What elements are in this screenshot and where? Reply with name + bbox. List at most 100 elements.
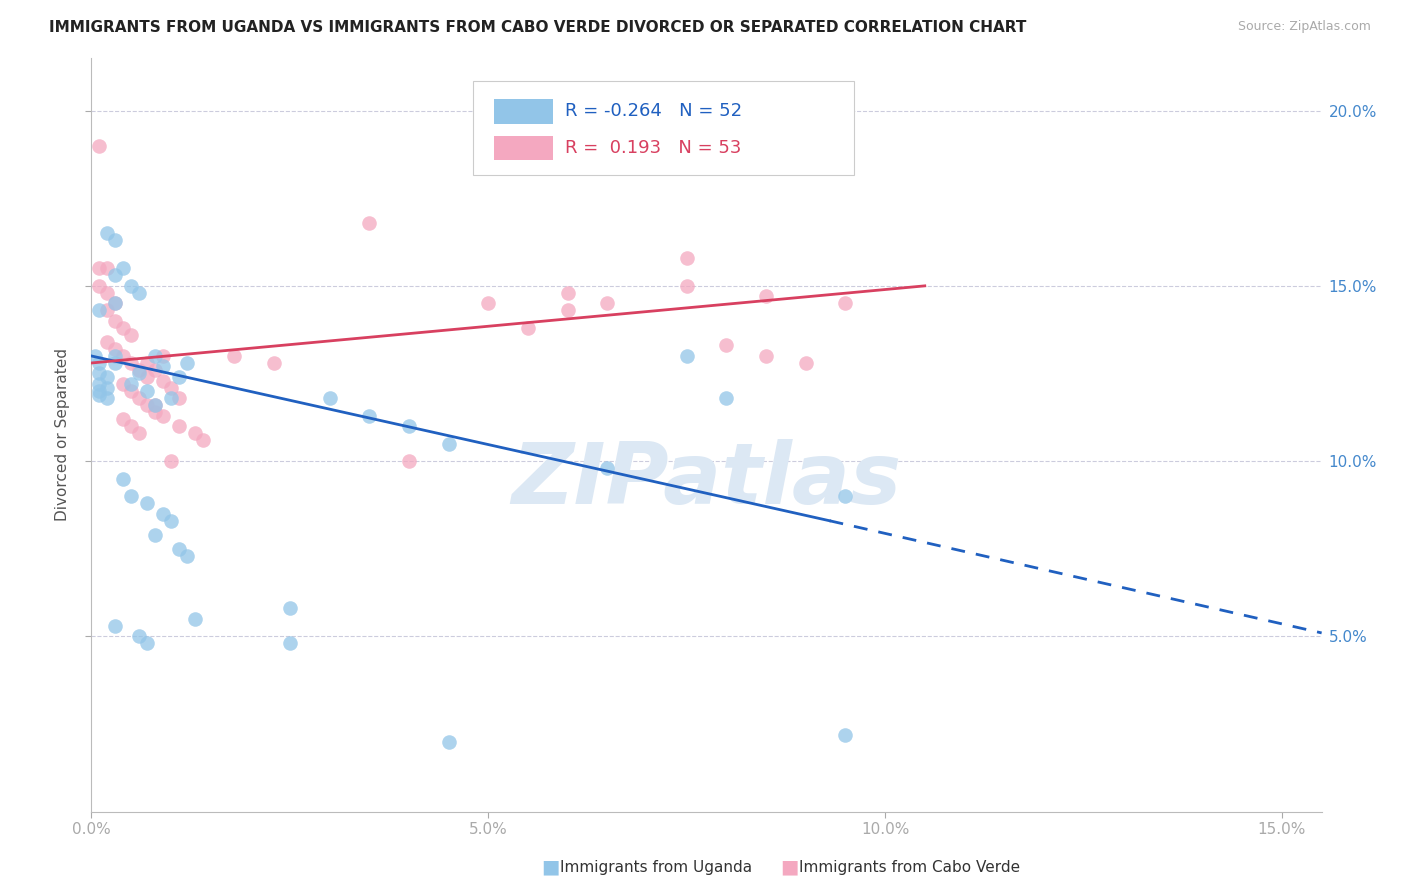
Point (96, 370, 118, 384)
Point (143, 528, 166, 542)
Point (112, 472, 135, 486)
Point (437, 436, 460, 450)
Point (675, 278, 697, 293)
Text: Source: ZipAtlas.com: Source: ZipAtlas.com (1237, 20, 1371, 33)
Point (104, 342, 127, 356)
Text: ZIPatlas: ZIPatlas (512, 439, 901, 522)
Point (143, 349, 166, 363)
Point (104, 619, 127, 633)
Point (359, 216, 381, 230)
Point (398, 419, 420, 434)
Point (89, 367, 111, 381)
Point (359, 409, 381, 423)
Point (398, 454, 420, 468)
Point (167, 370, 190, 384)
Point (152, 507, 174, 521)
Point (794, 356, 817, 370)
Point (128, 391, 150, 405)
Point (104, 314, 127, 328)
Point (557, 303, 579, 318)
Point (136, 370, 159, 384)
Point (675, 349, 697, 363)
Text: R =  0.193   N = 53: R = 0.193 N = 53 (565, 138, 741, 157)
Point (120, 489, 142, 503)
Point (120, 327, 142, 342)
Point (89, 303, 111, 318)
Point (834, 728, 856, 742)
Point (176, 549, 198, 563)
Point (596, 461, 619, 475)
Point (120, 377, 142, 392)
Point (152, 374, 174, 388)
Point (120, 384, 142, 398)
Text: Immigrants from Uganda: Immigrants from Uganda (560, 860, 752, 874)
Point (716, 338, 738, 352)
FancyBboxPatch shape (494, 99, 553, 124)
Point (159, 380, 181, 394)
Point (96, 380, 118, 394)
Point (152, 349, 174, 363)
Point (167, 541, 190, 556)
Point (89, 138, 111, 153)
Point (437, 734, 460, 748)
Point (89, 377, 111, 392)
Point (104, 356, 127, 370)
Point (89, 387, 111, 401)
Point (183, 612, 205, 626)
Point (159, 454, 181, 468)
Point (136, 356, 159, 370)
Point (143, 398, 166, 412)
Point (318, 391, 340, 405)
Point (755, 289, 778, 303)
Point (716, 391, 738, 405)
FancyBboxPatch shape (472, 80, 853, 175)
Point (128, 363, 150, 377)
Point (104, 233, 127, 247)
Point (104, 296, 127, 310)
Point (159, 514, 181, 528)
Text: ■: ■ (780, 857, 799, 877)
Point (96, 391, 118, 405)
Point (675, 251, 697, 265)
Point (89, 278, 111, 293)
Text: ■: ■ (541, 857, 560, 877)
Point (143, 363, 166, 377)
FancyBboxPatch shape (494, 136, 553, 160)
Point (596, 296, 619, 310)
Point (89, 356, 111, 370)
Point (112, 349, 135, 363)
Point (461, 0, 484, 12)
Point (191, 433, 214, 447)
Point (136, 384, 159, 398)
Point (104, 349, 127, 363)
Point (834, 296, 856, 310)
Point (176, 356, 198, 370)
Point (96, 285, 118, 300)
Point (477, 296, 499, 310)
Point (159, 391, 181, 405)
Point (516, 321, 538, 335)
Point (84, 349, 107, 363)
Point (128, 629, 150, 643)
Point (183, 426, 205, 441)
Point (128, 285, 150, 300)
Point (112, 321, 135, 335)
Text: R = -0.264   N = 52: R = -0.264 N = 52 (565, 103, 742, 120)
Point (557, 285, 579, 300)
Point (96, 261, 118, 276)
Point (120, 356, 142, 370)
Point (278, 601, 301, 615)
Point (112, 261, 135, 276)
Point (224, 349, 246, 363)
Point (152, 359, 174, 374)
Point (128, 367, 150, 381)
Point (167, 419, 190, 434)
Point (112, 412, 135, 426)
Text: Immigrants from Cabo Verde: Immigrants from Cabo Verde (799, 860, 1019, 874)
Point (834, 489, 856, 503)
Point (136, 398, 159, 412)
Point (104, 268, 127, 283)
Point (136, 496, 159, 510)
Point (167, 391, 190, 405)
Point (152, 409, 174, 423)
